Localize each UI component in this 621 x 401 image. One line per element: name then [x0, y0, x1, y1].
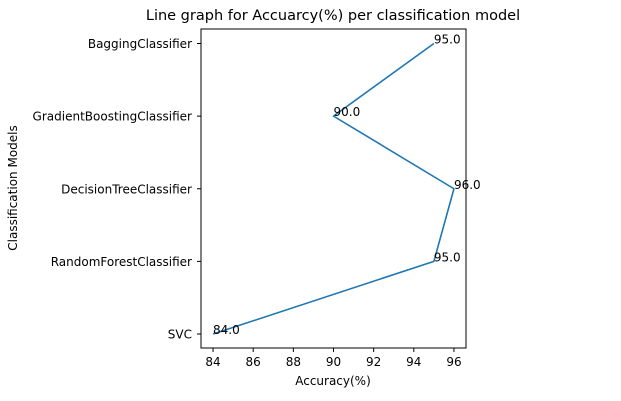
y-tick-label: BaggingClassifier	[88, 37, 192, 51]
x-tick-label: 84	[205, 355, 220, 369]
y-tick-label: RandomForestClassifier	[51, 255, 192, 269]
x-tick-label: 96	[446, 355, 461, 369]
data-labels: 84.0 95.0 96.0 90.0 95.0	[213, 33, 481, 338]
y-tick-label: SVC	[168, 328, 192, 342]
data-label: 84.0	[213, 323, 240, 337]
accuracy-series-line	[212, 42, 455, 335]
x-tick-label: 88	[286, 355, 301, 369]
data-label: 95.0	[434, 33, 461, 47]
x-tick-label: 92	[366, 355, 381, 369]
plot-frame	[200, 28, 467, 349]
y-tick-label: GradientBoostingClassifier	[33, 110, 193, 124]
data-label: 95.0	[434, 250, 461, 264]
series-group	[212, 42, 455, 335]
x-tick-label: 94	[406, 355, 421, 369]
chart-title: Line graph for Accuarcy(%) per classific…	[146, 8, 520, 24]
data-label: 90.0	[334, 105, 361, 119]
y-tick-label: DecisionTreeClassifier	[61, 182, 192, 196]
x-axis-label: Accuracy(%)	[295, 374, 371, 388]
data-label: 96.0	[454, 178, 481, 192]
y-axis-label: Classification Models	[6, 125, 20, 251]
x-tick-label: 86	[246, 355, 261, 369]
y-axis-ticks: SVC RandomForestClassifier DecisionTreeCla…	[33, 37, 201, 342]
x-axis-ticks: 84 86 88 90 92 94 96	[205, 348, 462, 369]
x-tick-label: 90	[326, 355, 341, 369]
